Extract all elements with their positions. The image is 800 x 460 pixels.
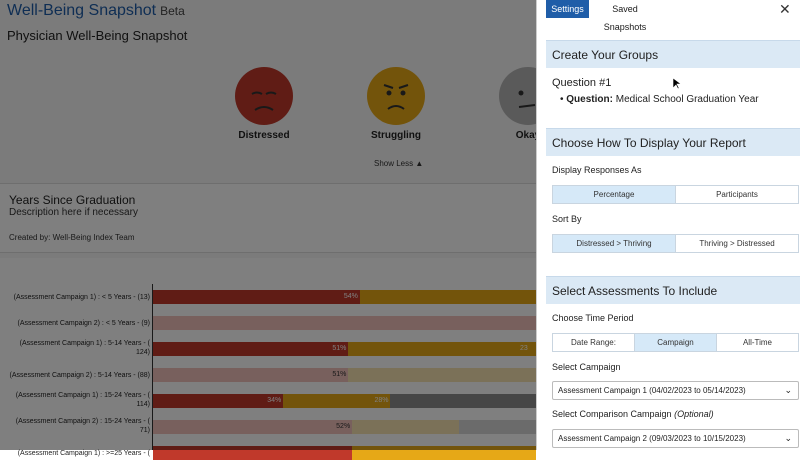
- settings-panel: Settings Saved Snapshots ✕ Create Your G…: [536, 0, 800, 450]
- option-distressed-thriving[interactable]: Distressed > Thriving: [553, 235, 676, 252]
- panel-tabs: Settings Saved Snapshots ✕: [537, 0, 800, 32]
- sort-by-label: Sort By: [552, 214, 582, 224]
- row-label: (Assessment Campaign 1) : >=25 Years - (: [17, 450, 150, 457]
- mouse-cursor-icon: [673, 78, 681, 90]
- section-select-assessments: Select Assessments To Include: [546, 276, 800, 304]
- time-period-toggle: Date Range: Campaign All-Time: [552, 333, 799, 352]
- option-participants[interactable]: Participants: [716, 190, 758, 199]
- close-icon[interactable]: ✕: [779, 1, 791, 17]
- chevron-down-icon: ⌄: [784, 433, 792, 443]
- option-date-range[interactable]: Date Range:: [553, 334, 635, 351]
- question-title: Question #1: [552, 77, 612, 89]
- tab-saved-snapshots[interactable]: Saved Snapshots: [603, 4, 647, 32]
- option-all-time[interactable]: All-Time: [742, 338, 773, 347]
- comparison-campaign-select[interactable]: Assessment Campaign 2 (09/03/2023 to 10/…: [552, 429, 799, 448]
- campaign-select[interactable]: Assessment Campaign 1 (04/02/2023 to 05/…: [552, 381, 799, 400]
- modal-overlay[interactable]: [0, 0, 536, 450]
- sort-toggle: Distressed > Thriving Thriving > Distres…: [552, 234, 799, 253]
- option-thriving-distressed[interactable]: Thriving > Distressed: [699, 239, 775, 248]
- responses-toggle: Percentage Participants: [552, 185, 799, 204]
- section-create-groups: Create Your Groups: [546, 40, 800, 68]
- section-display-report: Choose How To Display Your Report: [546, 128, 800, 156]
- question-item: • Question: Medical School Graduation Ye…: [560, 94, 759, 105]
- chevron-down-icon: ⌄: [784, 385, 792, 395]
- select-campaign-label: Select Campaign: [552, 362, 621, 372]
- time-period-label: Choose Time Period: [552, 313, 634, 323]
- option-campaign[interactable]: Campaign: [635, 334, 717, 351]
- option-percentage[interactable]: Percentage: [553, 186, 676, 203]
- comparison-campaign-label: Select Comparison Campaign (Optional): [552, 409, 714, 419]
- tab-settings[interactable]: Settings: [546, 0, 589, 18]
- display-responses-label: Display Responses As: [552, 165, 642, 175]
